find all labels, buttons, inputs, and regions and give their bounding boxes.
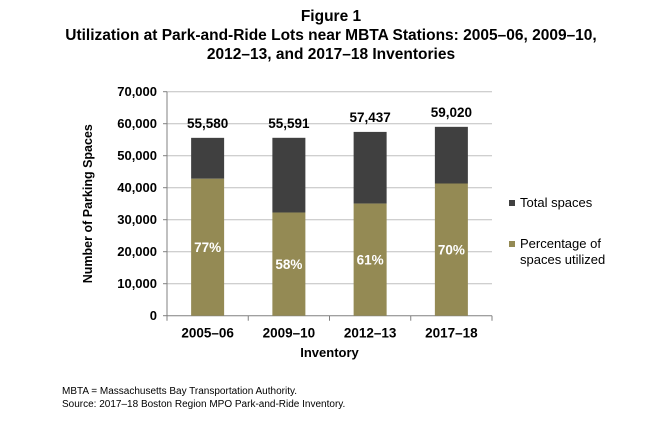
y-axis-title: Number of Parking Spaces [81,124,95,283]
bar-total-spaces [272,137,306,213]
total-label: 55,580 [187,116,228,131]
total-label: 59,020 [431,105,472,120]
x-tick-label: 2017–18 [425,326,478,341]
legend-swatch-total-spaces [509,200,515,206]
y-tick-label: 50,000 [117,148,157,163]
y-tick-label: 20,000 [117,244,157,259]
y-tick-label: 40,000 [117,180,157,195]
bar-total-spaces [353,131,387,204]
percent-label: 77% [194,240,221,255]
bar-total-spaces [191,137,225,179]
percent-label: 61% [357,253,384,268]
x-tick-label: 2005–06 [181,326,234,341]
y-tick-label: 70,000 [117,84,157,99]
percent-label: 70% [438,243,465,258]
y-tick-label: 30,000 [117,212,157,227]
figure-number: Figure 1 [300,8,362,25]
total-label: 57,437 [349,110,390,125]
legend-swatch-utilized [509,241,515,247]
y-tick-label: 60,000 [117,116,157,131]
bar-utilized [353,203,387,316]
legend-label-utilized-line-2: spaces utilized [520,252,605,267]
percent-label: 58% [275,257,302,272]
bar-utilized [191,178,225,316]
bar-utilized [434,183,468,316]
legend-label-total-spaces: Total spaces [520,195,593,210]
footnote-source: Source: 2017–18 Boston Region MPO Park-a… [62,399,346,410]
chart-title-line-2: 2012–13, and 2017–18 Inventories [206,46,456,63]
bar-utilized [272,212,306,316]
x-tick-label: 2009–10 [263,326,316,341]
legend-label-utilized-line-1: Percentage of [520,236,601,251]
y-tick-label: 10,000 [117,276,157,291]
total-label: 55,591 [268,116,310,131]
x-tick-label: 2012–13 [344,326,397,341]
x-axis-title: Inventory [300,345,359,360]
bar-total-spaces [434,126,468,184]
y-tick-label: 0 [150,308,157,323]
chart-title-line-1: Utilization at Park-and-Ride Lots near M… [65,27,597,44]
footnote-abbreviation: MBTA = Massachusetts Bay Transportation … [62,386,298,397]
